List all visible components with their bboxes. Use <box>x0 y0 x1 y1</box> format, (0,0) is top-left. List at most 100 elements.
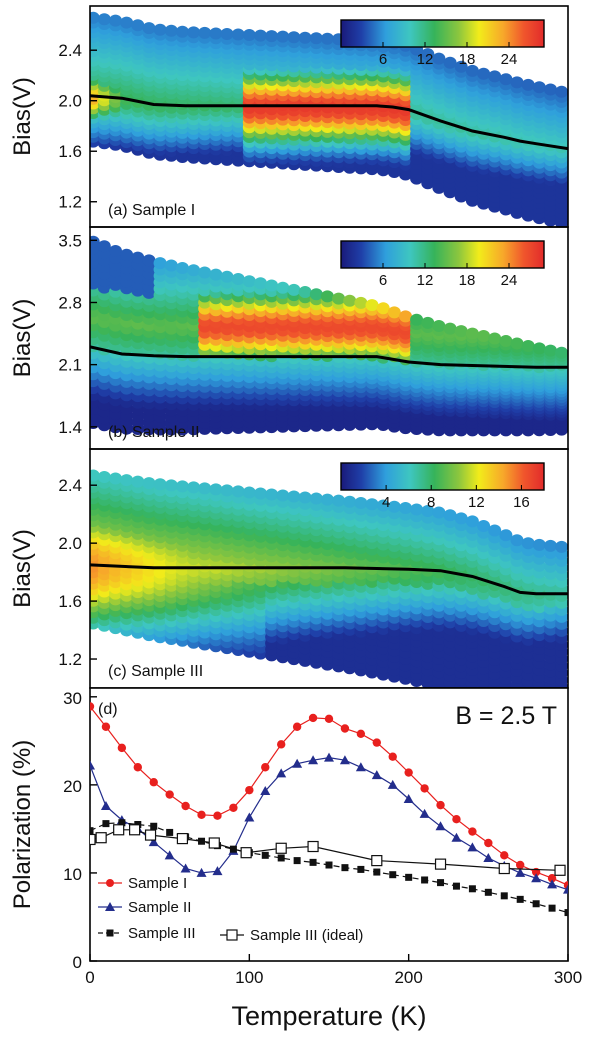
data-point <box>166 828 174 836</box>
data-point <box>90 827 94 835</box>
heat-cell <box>287 283 301 296</box>
heat-cell <box>532 342 546 355</box>
data-point <box>468 827 477 836</box>
data-point <box>180 863 191 873</box>
y-tick-label: 2.8 <box>58 293 82 312</box>
data-point <box>325 861 333 869</box>
heat-cell <box>477 330 491 342</box>
heat-cell <box>454 325 468 338</box>
heat-cell <box>231 485 245 498</box>
heat-cell <box>488 332 502 345</box>
data-point <box>467 842 478 852</box>
heat-cell <box>309 32 323 45</box>
data-point <box>95 832 107 844</box>
heat-cell <box>220 28 234 40</box>
panel-label: (d) <box>98 701 118 718</box>
heat-cell <box>544 344 557 357</box>
colorbar-tick-label: 8 <box>427 494 435 511</box>
heat-cell <box>164 259 178 272</box>
data-point <box>176 832 189 845</box>
heat-cell <box>410 503 424 516</box>
data-point <box>308 713 318 723</box>
heat-cell <box>421 505 435 517</box>
data-point <box>150 822 158 830</box>
data-point <box>389 871 397 879</box>
data-point <box>324 714 334 724</box>
heat-cell <box>90 469 100 482</box>
data-point <box>421 876 429 884</box>
heat-cell <box>276 30 290 43</box>
data-point <box>275 842 287 854</box>
heat-cell <box>443 56 457 69</box>
data-point <box>500 851 509 860</box>
heat-cell <box>510 534 524 547</box>
data-point <box>133 763 142 772</box>
heat-cell <box>298 286 312 298</box>
legend-marker <box>106 879 114 887</box>
colorbar-tick-label: 4 <box>382 494 390 511</box>
heat-cell <box>477 520 491 532</box>
heat-cell <box>109 245 122 257</box>
colorbar-tick-label: 18 <box>459 51 476 68</box>
panel-label: (c) Sample III <box>108 663 203 680</box>
legend-label: Sample III (ideal) <box>250 927 363 944</box>
colorbar-tick-label: 12 <box>417 51 434 68</box>
y-tick-label: 2.0 <box>58 534 82 553</box>
heat-cell <box>521 537 535 550</box>
data-point <box>308 755 319 765</box>
heat-cell <box>97 471 111 483</box>
data-point <box>403 793 414 803</box>
heat-cell <box>164 24 178 37</box>
heat-cell <box>555 540 568 553</box>
data-point <box>144 829 157 841</box>
data-point <box>245 785 254 795</box>
data-point <box>339 755 350 765</box>
data-point <box>484 838 493 848</box>
data-point <box>451 832 462 842</box>
data-point <box>436 800 445 810</box>
heat-cell <box>555 346 568 359</box>
heat-cell <box>198 266 212 279</box>
legend-marker <box>226 929 238 941</box>
heat-cell <box>544 83 557 96</box>
heat-cell <box>555 85 568 98</box>
data-point <box>197 810 206 820</box>
heat-cell <box>432 506 446 519</box>
colorbar-tick-label: 24 <box>501 272 518 289</box>
heat-cell <box>365 299 379 312</box>
heatmap-1 <box>90 235 568 437</box>
data-point <box>101 722 111 731</box>
data-point <box>515 867 526 877</box>
legend-label: Sample I <box>128 875 187 892</box>
data-point <box>468 885 476 893</box>
heat-cell <box>142 254 156 267</box>
heat-cell <box>120 16 134 29</box>
heat-cell <box>365 498 379 511</box>
heat-cell <box>332 494 346 507</box>
heat-cell <box>432 320 446 332</box>
line-plot <box>90 702 568 917</box>
data-point <box>277 740 286 749</box>
data-point <box>532 900 540 908</box>
data-point <box>113 824 125 836</box>
heat-cell <box>254 487 267 500</box>
colorbar-tick-label: 24 <box>501 51 518 68</box>
data-point <box>355 762 366 772</box>
heat-cell <box>231 273 245 285</box>
data-point <box>212 866 223 876</box>
ridge-line <box>90 94 568 151</box>
heat-cell <box>387 500 401 513</box>
heat-cell <box>454 60 468 73</box>
data-point <box>531 873 542 883</box>
heat-cell <box>175 25 189 38</box>
data-point <box>437 879 445 887</box>
panel-frame-3 <box>89 687 569 962</box>
heat-cell <box>242 486 256 499</box>
heat-cell <box>343 495 357 508</box>
data-point <box>293 857 301 865</box>
heat-cell <box>532 81 546 94</box>
heat-cell <box>320 290 334 303</box>
heat-cell <box>231 28 245 41</box>
heat-cell <box>499 73 513 86</box>
